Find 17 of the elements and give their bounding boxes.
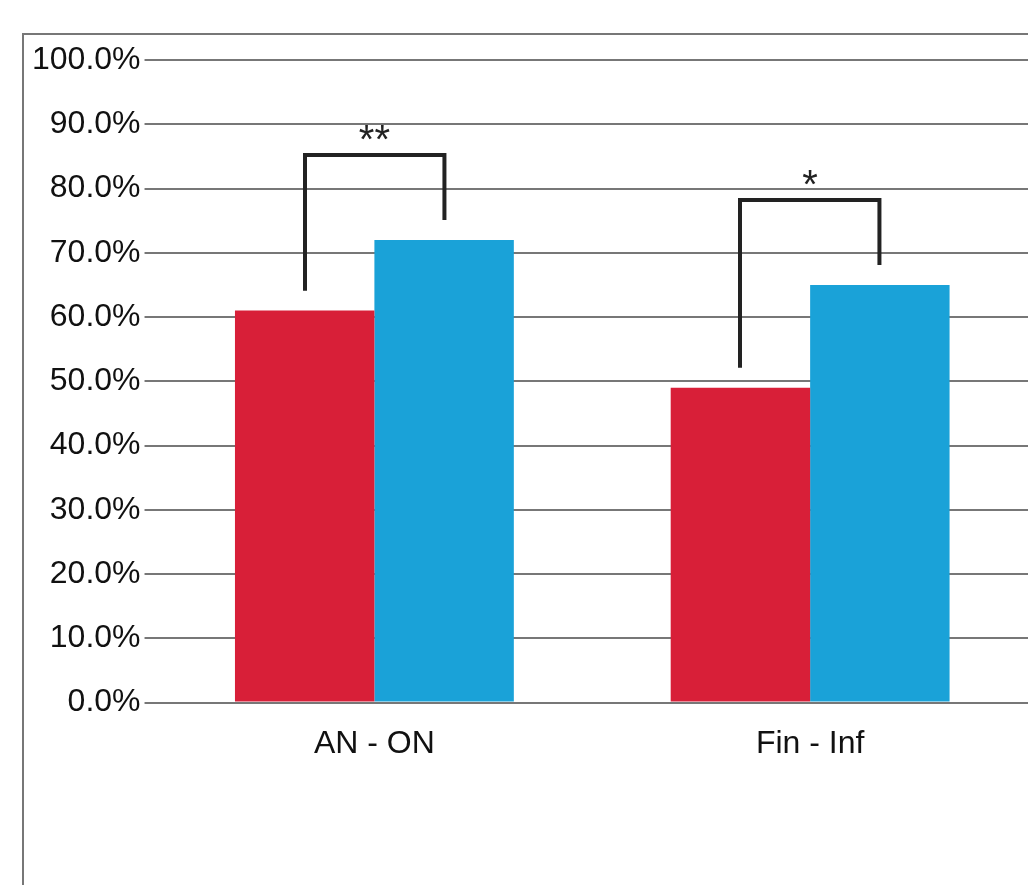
x-tick-label: AN - ON (313, 723, 435, 760)
x-tick-label: Fin - Inf (755, 723, 865, 760)
bar (670, 387, 811, 702)
y-tick-label: 70.0% (49, 232, 141, 269)
y-tick-label: 0.0% (67, 682, 141, 719)
annotation: * (802, 161, 818, 206)
bar (234, 310, 375, 702)
y-tick-label: 30.0% (49, 489, 141, 526)
y-tick-label: 40.0% (49, 425, 141, 462)
y-tick-label: 100.0% (32, 39, 141, 76)
annotation: ** (358, 116, 390, 161)
y-tick-label: 20.0% (49, 553, 141, 590)
y-tick-label: 80.0% (49, 168, 141, 205)
y-tick-label: 60.0% (49, 296, 141, 333)
y-tick-label: 90.0% (49, 104, 141, 141)
y-tick-label: 10.0% (49, 618, 141, 655)
y-tick-label: 50.0% (49, 361, 141, 398)
